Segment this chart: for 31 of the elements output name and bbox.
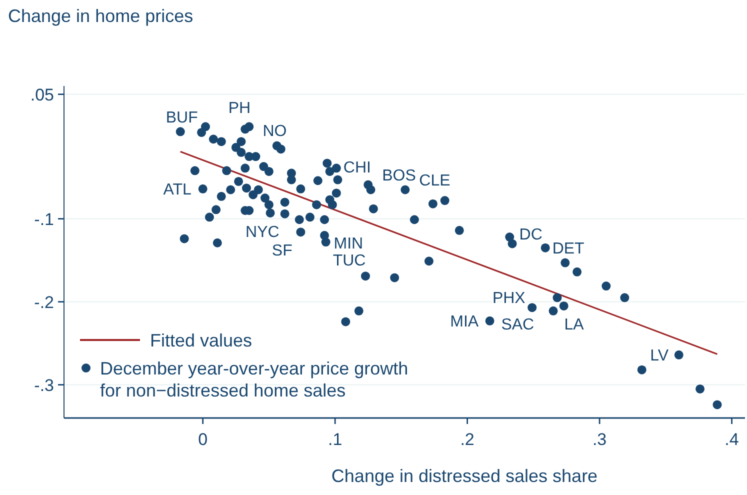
annotation: ATL (163, 182, 192, 199)
x-tick-label: 0 (198, 430, 208, 449)
annotation: NO (262, 123, 287, 140)
y-tick-label: -.2 (34, 292, 54, 312)
annotation: MIN (334, 235, 364, 252)
x-tick-label: .4 (724, 430, 739, 449)
annotation: CHI (343, 160, 371, 177)
annotation: BOS (382, 167, 416, 184)
legend-label: Fitted values (150, 330, 252, 350)
annotation: SAC (501, 316, 534, 334)
annotation: NYC (246, 224, 280, 242)
annotation: MIA (450, 313, 479, 330)
annotation: SF (272, 242, 293, 260)
y-tick-label: .05 (30, 85, 54, 104)
annotation: LA (564, 316, 584, 334)
annotation: CLE (419, 172, 450, 190)
x-tick-label: .3 (592, 430, 607, 449)
legend-label: December year-over-year price growth for non−distressed home sales (100, 358, 408, 400)
y-tick-label: -.3 (34, 376, 54, 395)
annotation: LV (650, 348, 669, 365)
x-axis-title: Change in distressed sales share (331, 466, 598, 486)
x-tick-label: .1 (328, 430, 342, 449)
annotation: DC (519, 226, 542, 244)
annotation: PHX (492, 290, 526, 308)
y-axis-title: Change in home prices (8, 6, 194, 26)
x-tick-label: .2 (460, 430, 474, 449)
annotation: BUF (166, 109, 198, 126)
annotation: TUC (332, 252, 366, 270)
annotation: DET (552, 240, 585, 258)
y-tick-label: -.1 (34, 210, 54, 229)
annotation: PH (228, 100, 251, 118)
